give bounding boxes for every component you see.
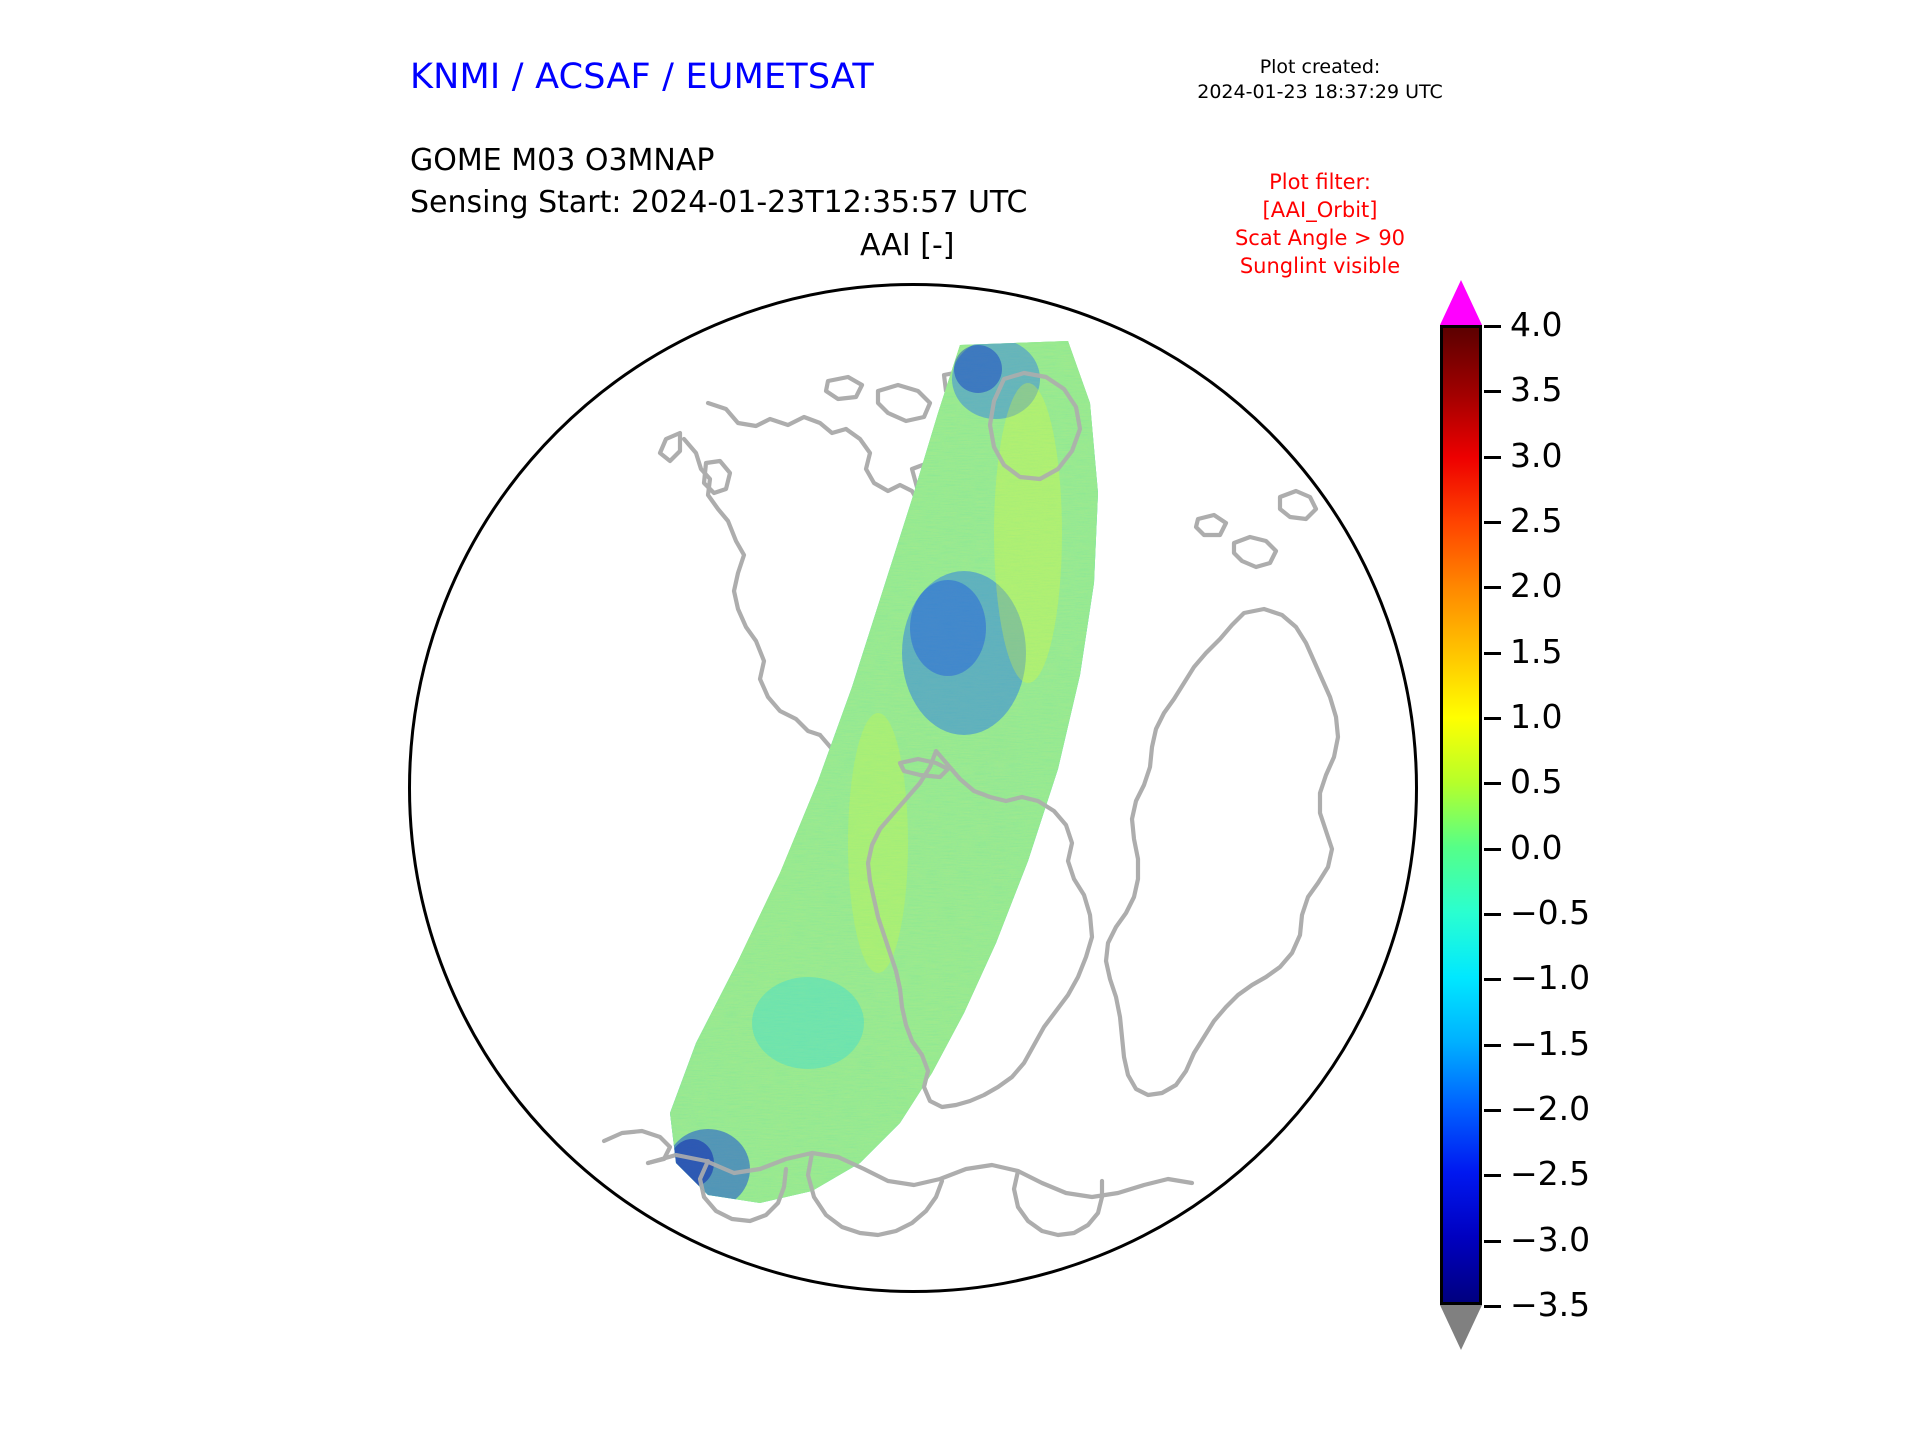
colorbar-tick: [1484, 1239, 1501, 1243]
page-title: AAI [-]: [860, 228, 955, 263]
colorbar-tick-label: 0.5: [1510, 762, 1563, 802]
colorbar-over-arrow: [1440, 280, 1482, 325]
dataset-info-block: GOME M03 O3MNAP Sensing Start: 2024-01-2…: [410, 140, 1027, 224]
colorbar-tick: [1484, 978, 1501, 982]
colorbar-tick-label: −2.0: [1510, 1089, 1591, 1128]
colorbar-tick-label: −0.5: [1510, 893, 1591, 932]
colorbar-tick-label: 2.5: [1510, 501, 1563, 540]
colorbar-tick: [1484, 455, 1501, 459]
instrument-line: GOME M03 O3MNAP: [410, 143, 715, 178]
colorbar-tick: [1484, 717, 1501, 720]
colorbar-tick-label: 3.0: [1510, 435, 1563, 475]
plot-filter-line-2: Scat Angle > 90: [1234, 226, 1406, 250]
colorbar-tick: [1484, 390, 1501, 394]
organisation-title: KNMI / ACSAF / EUMETSAT: [410, 57, 874, 97]
colorbar-tick: [1484, 325, 1501, 328]
colorbar: 4.0 3.5 3.0 2.5 2.0 1.5 1.0 0.5 0.0 −0.5 −1.0 −1.5 −…: [1432, 276, 1762, 1356]
plot-filter-line-1: [AAI_Orbit]: [1262, 198, 1378, 222]
colorbar-tick-label: −1.5: [1510, 1023, 1591, 1063]
plot-created-label: Plot created:: [1259, 56, 1381, 78]
colorbar-tick-label: 1.5: [1510, 631, 1563, 671]
sensing-start-line: Sensing Start: 2024-01-23T12:35:57 UTC: [410, 185, 1028, 220]
colorbar-under-arrow: [1440, 1305, 1482, 1350]
colorbar-tick-label: 3.5: [1510, 370, 1563, 410]
colorbar-tick: [1484, 651, 1501, 655]
colorbar-tick: [1484, 586, 1501, 590]
colorbar-tick-label: −3.0: [1510, 1219, 1591, 1259]
colorbar-tick: [1484, 913, 1501, 916]
aai-swath-overlay: [670, 341, 1098, 1203]
plot-filter-line-3: Sunglint visible: [1239, 254, 1401, 278]
colorbar-tick-label: 2.0: [1510, 566, 1563, 606]
colorbar-tick: [1484, 847, 1501, 851]
colorbar-tick: [1484, 1174, 1501, 1178]
colorbar-tick: [1484, 1305, 1501, 1308]
colorbar-tick: [1484, 521, 1501, 524]
colorbar-tick: [1484, 1109, 1501, 1112]
plot-created-block: Plot created: 2024-01-23 18:37:29 UTC: [1160, 55, 1480, 105]
colorbar-tick: [1484, 782, 1501, 786]
colorbar-gradient-bar: [1440, 325, 1482, 1305]
plot-filter-block: Plot filter: [AAI_Orbit] Scat Angle > 90…: [1180, 168, 1460, 280]
colorbar-tick-label: 4.0: [1510, 305, 1563, 344]
plot-filter-label: Plot filter:: [1269, 170, 1371, 194]
plot-created-timestamp: 2024-01-23 18:37:29 UTC: [1197, 81, 1443, 103]
orthographic-globe-map: [408, 283, 1418, 1293]
colorbar-tick-label: 0.0: [1510, 827, 1563, 867]
colorbar-tick-label: 1.0: [1510, 697, 1563, 736]
colorbar-tick: [1484, 1043, 1501, 1047]
globe-vector-layer: [601, 341, 1341, 1238]
colorbar-tick-label: −1.0: [1510, 958, 1591, 998]
colorbar-tick-label: −2.5: [1510, 1154, 1591, 1194]
colorbar-tick-label: −3.5: [1510, 1285, 1591, 1324]
